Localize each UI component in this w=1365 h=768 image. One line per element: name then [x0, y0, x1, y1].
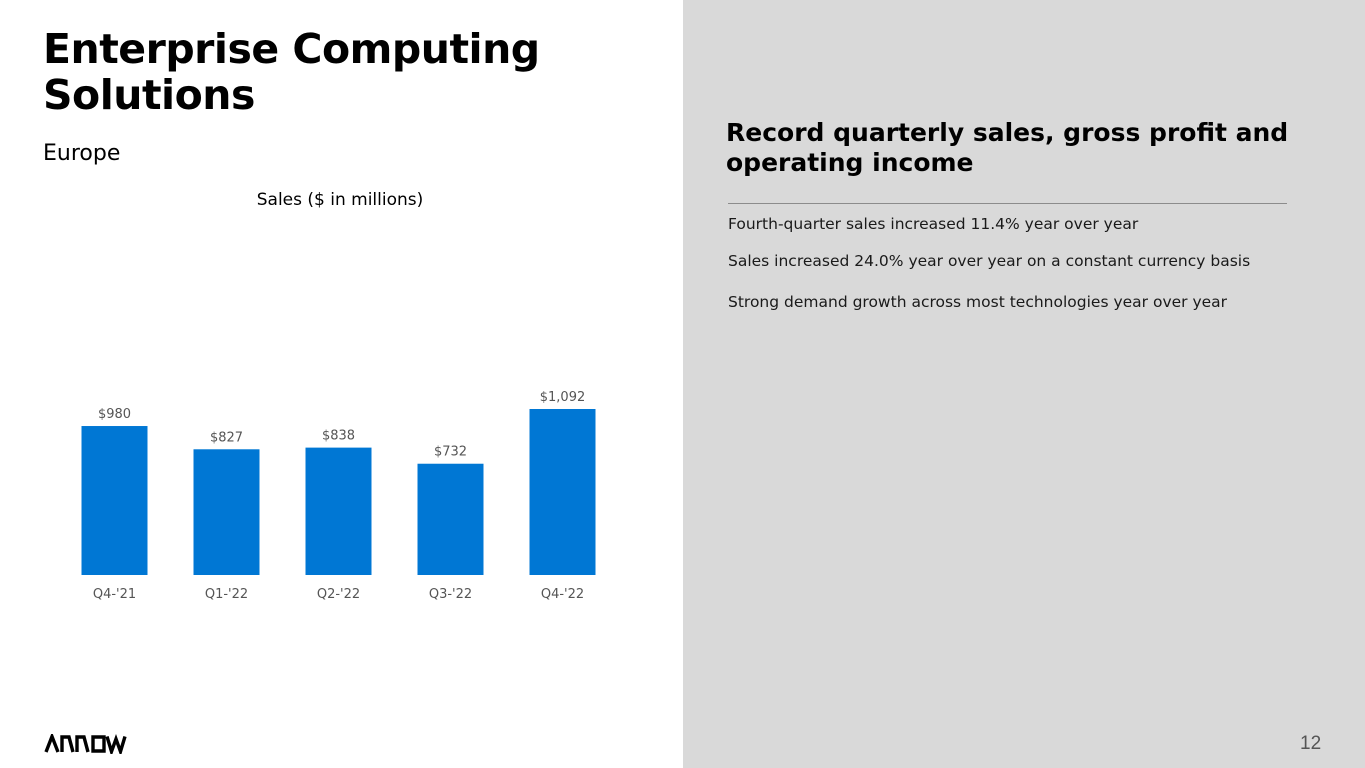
x-tick-label: Q3-'22 — [429, 587, 472, 602]
bar — [305, 447, 372, 575]
chart-panel: Enterprise Computing Solutions Europe Sa… — [43, 26, 596, 758]
commentary-headline-line-1: Record quarterly sales, gross profit and — [726, 118, 1289, 147]
chart-title: Sales ($ in millions) — [256, 190, 424, 210]
page-title-line-2: Solutions — [43, 71, 255, 119]
data-label: $732 — [434, 445, 467, 460]
bar — [417, 463, 484, 575]
page-number: 12 — [1300, 733, 1322, 754]
arrow-logo — [44, 731, 130, 758]
bullet-item: Strong demand growth across most technol… — [728, 293, 1228, 311]
data-label: $980 — [98, 407, 131, 422]
data-label: $827 — [210, 430, 243, 445]
commentary-panel — [683, 0, 1365, 768]
x-tick-label: Q4-'22 — [541, 587, 584, 602]
data-label: $1,092 — [540, 390, 586, 405]
commentary-headline: Record quarterly sales, gross profit and… — [726, 118, 1326, 178]
x-tick-label: Q1-'22 — [205, 587, 248, 602]
x-tick-label: Q4-'21 — [93, 587, 136, 602]
page-title-line-1: Enterprise Computing — [43, 25, 540, 73]
bar — [193, 449, 260, 575]
arrow-wordmark-logo-icon — [44, 731, 127, 757]
region-subtitle: Europe — [43, 141, 121, 166]
data-label: $838 — [322, 429, 355, 444]
x-tick-label: Q2-'22 — [317, 587, 360, 602]
bullet-item: Fourth-quarter sales increased 11.4% yea… — [728, 215, 1139, 233]
bar — [81, 426, 148, 575]
page-title: Enterprise Computing Solutions — [43, 26, 540, 118]
sales-bar-chart: $980 Q4-'21 $827 Q1-'22 $838 Q2-'22 $732 Q3-'22… — [81, 390, 596, 602]
bullet-item: Sales increased 24.0% year over year on … — [728, 252, 1251, 270]
bar — [529, 409, 596, 575]
commentary-headline-line-2: operating income — [726, 148, 974, 177]
divider — [728, 203, 1287, 204]
